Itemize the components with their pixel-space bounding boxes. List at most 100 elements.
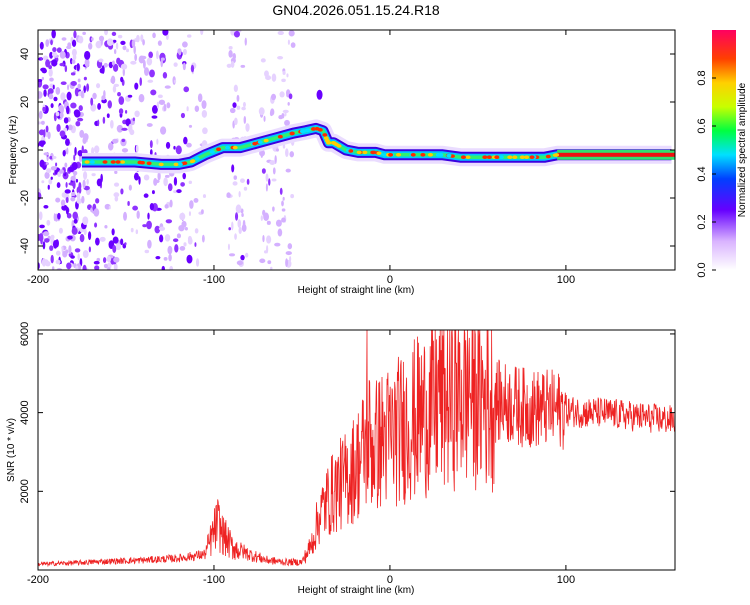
- noise-speck: [277, 55, 284, 60]
- noise-speck: [130, 227, 134, 233]
- ridge-hotspot: [382, 153, 388, 157]
- noise-speck: [194, 228, 199, 234]
- noise-speck: [63, 117, 69, 124]
- noise-speck: [175, 145, 182, 155]
- noise-speck: [81, 145, 84, 154]
- noise-speck: [235, 204, 242, 214]
- noise-speck: [173, 62, 178, 67]
- noise-speck: [65, 196, 69, 204]
- noise-speck: [67, 235, 73, 240]
- noise-speck: [56, 182, 61, 189]
- noise-speck: [151, 190, 155, 195]
- noise-speck: [51, 30, 56, 39]
- ridge-hotspot: [178, 162, 184, 166]
- noise-speck: [124, 242, 127, 246]
- noise-speck: [281, 112, 285, 119]
- noise-speck: [163, 103, 167, 112]
- noise-speck: [77, 83, 81, 89]
- noise-speck: [288, 93, 293, 100]
- noise-speck: [59, 62, 65, 67]
- noise-speck: [59, 112, 64, 119]
- noise-speck: [143, 174, 150, 181]
- noise-speck: [107, 142, 114, 151]
- noise-speck: [70, 72, 76, 76]
- noise-speck: [45, 161, 49, 165]
- ridge-hotspot: [110, 160, 116, 164]
- noise-speck: [156, 101, 160, 109]
- noise-speck: [290, 42, 296, 48]
- noise-speck: [103, 90, 106, 98]
- noise-speck: [112, 39, 117, 43]
- ridge-hotspot: [410, 153, 416, 157]
- noise-speck: [187, 235, 192, 243]
- noise-speck: [120, 238, 124, 246]
- noise-speck: [150, 89, 157, 96]
- noise-speck: [183, 242, 187, 247]
- noise-speck: [58, 227, 63, 234]
- ridge-hotspot: [446, 153, 452, 158]
- noise-speck: [95, 198, 100, 204]
- noise-speck: [72, 211, 78, 220]
- noise-speck: [64, 189, 71, 194]
- noise-speck: [38, 78, 43, 83]
- ridge-hotspot: [299, 129, 305, 134]
- noise-speck: [164, 85, 171, 89]
- noise-speck: [135, 229, 139, 235]
- colorbar-gradient: [712, 30, 736, 270]
- noise-speck: [122, 45, 127, 51]
- noise-speck: [67, 84, 70, 91]
- noise-speck: [71, 48, 77, 57]
- noise-speck: [71, 227, 78, 235]
- noise-speck: [153, 178, 158, 186]
- noise-speck: [116, 243, 121, 251]
- noise-speck: [42, 84, 49, 90]
- noise-speck: [132, 117, 135, 122]
- noise-speck: [228, 253, 236, 257]
- noise-speck: [43, 204, 49, 209]
- noise-speck: [49, 77, 54, 82]
- spectrogram-noise: [38, 30, 296, 270]
- noise-speck: [45, 39, 50, 47]
- snr-ytick-label: 4000: [19, 400, 31, 424]
- noise-speck: [59, 130, 66, 138]
- noise-speck: [68, 245, 72, 255]
- ridge-hotspot: [420, 153, 426, 157]
- noise-speck: [112, 63, 119, 72]
- noise-speck: [45, 125, 49, 133]
- noise-speck: [95, 237, 100, 246]
- noise-speck: [122, 67, 126, 77]
- noise-speck: [52, 47, 57, 53]
- noise-speck: [118, 108, 124, 115]
- noise-speck: [146, 123, 153, 128]
- snr-ytick-label: 2000: [19, 479, 31, 503]
- noise-speck: [201, 234, 205, 243]
- colorbar-tick-label: 0.2: [696, 214, 708, 229]
- noise-speck: [123, 211, 128, 221]
- noise-speck: [242, 219, 246, 229]
- noise-speck: [51, 51, 58, 57]
- snr-xlabel: Height of straight line (km): [298, 585, 415, 596]
- noise-speck: [63, 127, 68, 132]
- noise-speck: [184, 227, 188, 231]
- spectrogram-ytick-label: -40: [19, 238, 31, 254]
- ridge-hotspot: [336, 144, 342, 148]
- noise-speck: [60, 81, 67, 85]
- ridge-hotspot: [512, 155, 518, 159]
- noise-speck: [188, 211, 191, 217]
- noise-speck: [182, 48, 187, 56]
- noise-speck: [41, 180, 45, 184]
- noise-speck: [87, 231, 92, 241]
- spectrogram-ytick-label: -20: [19, 190, 31, 206]
- ridge-hotspot: [376, 151, 382, 156]
- noise-speck: [275, 148, 279, 152]
- ridge-hotspot: [438, 153, 444, 157]
- noise-speck: [102, 257, 107, 263]
- noise-speck: [262, 234, 265, 243]
- noise-speck: [77, 150, 84, 157]
- noise-speck: [269, 160, 276, 166]
- noise-speck: [236, 105, 241, 110]
- noise-speck: [169, 265, 174, 270]
- noise-speck: [76, 63, 80, 72]
- noise-speck: [155, 50, 159, 60]
- ridge-hotspot: [139, 160, 145, 165]
